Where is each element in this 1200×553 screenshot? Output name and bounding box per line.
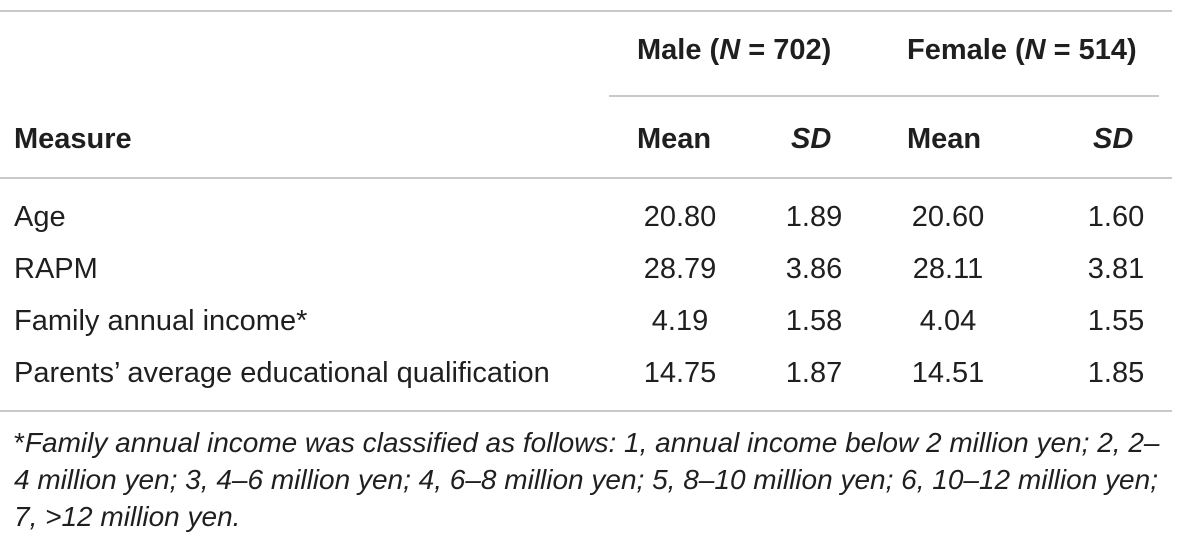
row-male-sd: 3.86 [785, 253, 843, 285]
group-female-n-value: = 514) [1045, 34, 1137, 66]
row-female-sd: 1.60 [1087, 201, 1145, 233]
column-header-male-mean: Mean [637, 123, 712, 155]
group-female-n-symbol: N [1024, 34, 1046, 66]
column-header-female-mean: Mean [907, 123, 982, 155]
row-female-sd: 1.85 [1087, 357, 1145, 389]
row-male-sd: 1.87 [785, 357, 843, 389]
group-header-rule [609, 95, 1159, 97]
column-header-female-sd: SD [1093, 123, 1134, 155]
row-male-mean: 4.19 [651, 305, 709, 337]
footnote-marker: * [14, 427, 25, 458]
row-male-sd: 1.89 [785, 201, 843, 233]
footnote-text: Family annual income was classified as f… [14, 427, 1160, 532]
group-male-n-value: = 702) [740, 34, 832, 66]
group-female-label: Female ( [907, 34, 1025, 66]
row-female-sd: 1.55 [1087, 305, 1145, 337]
bottom-rule [0, 410, 1172, 412]
row-female-mean: 28.11 [912, 253, 984, 285]
row-male-mean: 14.75 [643, 357, 717, 389]
row-male-mean: 20.80 [643, 201, 717, 233]
header-rule [0, 177, 1172, 179]
top-rule [0, 10, 1172, 12]
group-header-female: Female (N = 514) [907, 32, 1137, 68]
column-header-measure: Measure [14, 123, 132, 155]
row-measure: Age [14, 201, 66, 233]
row-female-mean: 4.04 [919, 305, 977, 337]
row-female-sd: 3.81 [1087, 253, 1145, 285]
row-measure: Family annual income* [14, 305, 308, 337]
table-footnote: *Family annual income was classified as … [14, 424, 1174, 535]
group-header-male: Male (N = 702) [637, 32, 831, 68]
column-header-male-sd: SD [791, 123, 832, 155]
row-female-mean: 14.51 [911, 357, 985, 389]
row-measure: Parents’ average educational qualificati… [14, 357, 550, 389]
group-male-label: Male ( [637, 34, 720, 66]
row-measure: RAPM [14, 253, 98, 285]
row-male-mean: 28.79 [643, 253, 717, 285]
group-male-n-symbol: N [719, 34, 741, 66]
row-male-sd: 1.58 [785, 305, 843, 337]
row-female-mean: 20.60 [911, 201, 985, 233]
